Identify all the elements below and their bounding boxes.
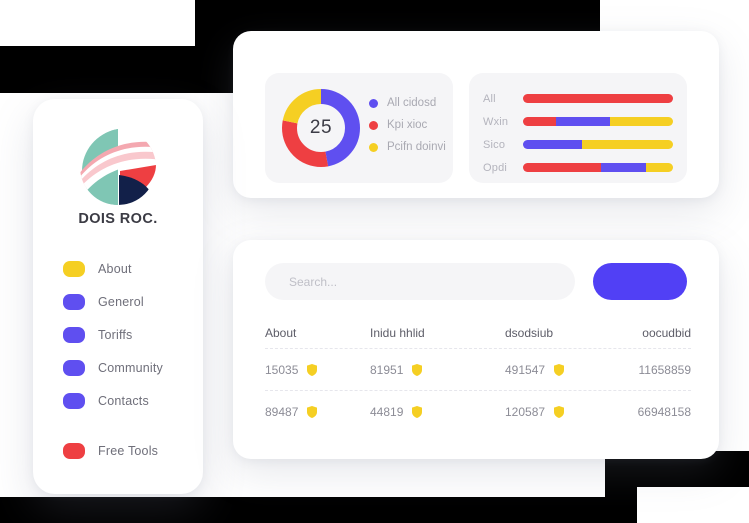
bar-track: [523, 163, 673, 172]
column-header: About: [265, 326, 297, 340]
table-cell-value: 11658859: [638, 362, 692, 377]
bar-segment: [523, 163, 601, 172]
legend-item: Pcifn doinvi: [369, 136, 446, 158]
shield-icon: [307, 405, 318, 418]
bar-segment: [601, 163, 646, 172]
table-cell: 11658859: [635, 362, 692, 377]
sidebar-item-free-tools[interactable]: Free Tools: [63, 434, 193, 467]
shield-icon: [554, 363, 565, 376]
table-cell: 120587: [505, 405, 635, 419]
shield-icon: [412, 363, 423, 376]
bar-label: Sico: [483, 138, 506, 151]
donut-chart-panel: 25 All cidosd Kpi xioc Pcifn doinvi: [265, 73, 453, 183]
nav-divider-space: [63, 417, 193, 434]
sidebar-item-generol[interactable]: Generol: [63, 285, 193, 318]
donut-chart: 25: [281, 88, 361, 168]
bar-chart-panel: All Wxin Sico Opdi: [469, 73, 687, 183]
shield-icon: [412, 405, 423, 418]
sidebar-item-label: About: [98, 261, 132, 276]
bg-plate-bottom-right: [637, 487, 749, 523]
analytics-card: 25 All cidosd Kpi xioc Pcifn doinvi All W…: [233, 31, 719, 198]
bar-track: [523, 94, 673, 103]
shield-icon: [307, 363, 318, 376]
shield-icon: [554, 405, 565, 418]
table-row[interactable]: 89487 44819 120587 66948158: [265, 390, 691, 432]
legend-dot-icon: [369, 142, 378, 152]
bar-row: Opdi: [483, 156, 673, 179]
search-input[interactable]: [265, 263, 575, 300]
bullet-icon: [63, 293, 85, 310]
table-cell-value: 66948158: [637, 404, 691, 419]
bar-row: All: [483, 87, 673, 110]
bar-segment: [523, 140, 582, 149]
bar-segment: [556, 117, 610, 126]
brand-title: DOIS ROC.: [78, 211, 158, 227]
data-table-card: About Inidu hhlid dsodsiub oocudbid 1503…: [233, 240, 719, 459]
bullet-icon: [63, 392, 85, 409]
sidebar-item-label: Free Tools: [98, 443, 159, 458]
column-header: Inidu hhlid: [370, 326, 425, 340]
donut-svg: [282, 89, 360, 167]
dois-roc-logo: [78, 127, 158, 205]
donut-segment: [282, 89, 360, 167]
table-cell-value: 81951: [370, 362, 404, 377]
table-cell-value: 120587: [505, 404, 546, 419]
table-cell: 491547: [505, 363, 635, 377]
table-cell-value: 44819: [370, 404, 404, 419]
sidebar-item-label: Contacts: [98, 393, 149, 408]
search-button[interactable]: [593, 263, 687, 300]
legend-dot-icon: [369, 98, 378, 108]
sidebar-card: DOIS ROC. About Generol Toriffs Community Co…: [33, 99, 203, 494]
bar-label: Wxin: [483, 115, 509, 128]
table-cell: 81951: [370, 363, 505, 377]
bar-segment: [581, 140, 673, 149]
sidebar-item-label: Community: [98, 360, 164, 375]
bullet-icon: [63, 359, 85, 376]
donut-legend: All cidosd Kpi xioc Pcifn doinvi: [369, 92, 446, 158]
bar-row: Sico: [483, 133, 673, 156]
donut-segment: [282, 89, 360, 167]
table-cell-value: 491547: [505, 362, 546, 377]
table-header-row: About Inidu hhlid dsodsiub oocudbid: [265, 318, 691, 348]
bar-track: [523, 140, 673, 149]
column-header: dsodsiub: [505, 326, 554, 340]
legend-item: All cidosd: [369, 92, 446, 114]
column-header: oocudbid: [642, 326, 691, 340]
table-cell: 66948158: [635, 405, 691, 419]
table-cell-value: 15035: [265, 362, 299, 377]
table-cell: 89487: [265, 405, 370, 419]
sidebar-item-community[interactable]: Community: [63, 351, 193, 384]
sidebar-item-toriffs[interactable]: Toriffs: [63, 318, 193, 351]
legend-item: Kpi xioc: [369, 114, 446, 136]
sidebar-nav[interactable]: About Generol Toriffs Community Contacts Free…: [63, 252, 193, 467]
bullet-icon: [63, 260, 85, 277]
bullet-icon: [63, 442, 85, 459]
donut-center-value: 25: [309, 117, 333, 138]
sidebar-item-label: Toriffs: [98, 327, 133, 342]
table-cell: 15035: [265, 363, 370, 377]
bar-label: All: [483, 92, 496, 105]
bar-row: Wxin: [483, 110, 673, 133]
legend-label: Kpi xioc: [387, 119, 428, 131]
bar-segment: [646, 163, 673, 172]
data-table: About Inidu hhlid dsodsiub oocudbid 1503…: [265, 318, 691, 432]
bg-plate-top-left: [0, 0, 195, 46]
sidebar-item-about[interactable]: About: [63, 252, 193, 285]
bar-segment: [610, 117, 673, 126]
legend-label: Pcifn doinvi: [387, 141, 446, 153]
sidebar-item-contacts[interactable]: Contacts: [63, 384, 193, 417]
sidebar-item-label: Generol: [98, 294, 144, 309]
bar-segment: [523, 117, 556, 126]
bar-label: Opdi: [483, 161, 508, 174]
table-cell-value: 89487: [265, 404, 299, 419]
bar-chart: All Wxin Sico Opdi: [483, 87, 673, 179]
legend-dot-icon: [369, 120, 378, 130]
legend-label: All cidosd: [387, 97, 437, 109]
table-cell: 44819: [370, 405, 505, 419]
table-body: 15035 81951 491547 11658859 89487 44819 120587…: [265, 348, 691, 432]
bar-segment: [523, 94, 673, 103]
bar-track: [523, 117, 673, 126]
table-row[interactable]: 15035 81951 491547 11658859: [265, 348, 691, 390]
bullet-icon: [63, 326, 85, 343]
